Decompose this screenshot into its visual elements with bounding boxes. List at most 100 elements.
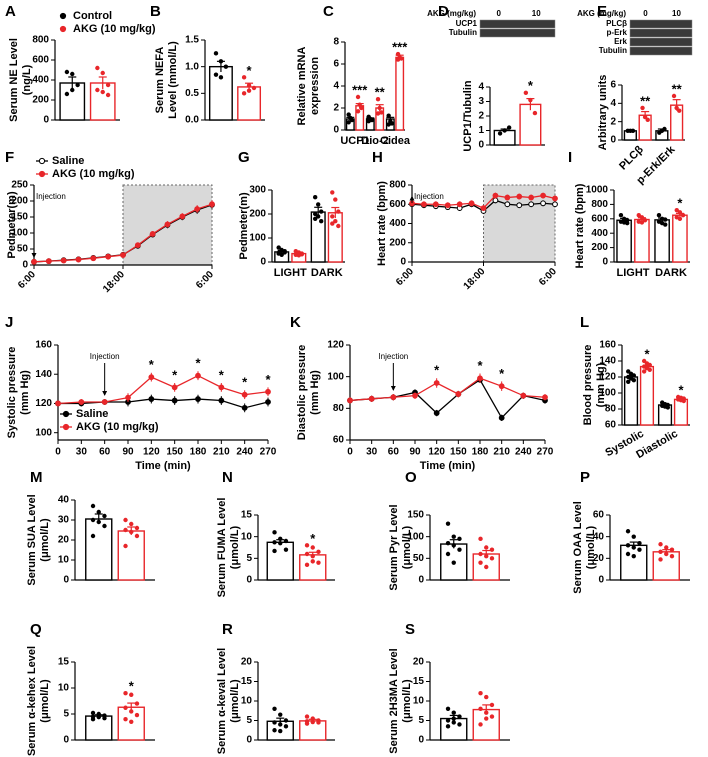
marker <box>209 201 215 208</box>
panel-letter: B <box>150 3 161 20</box>
panel-letter: N <box>222 469 233 486</box>
legend-marker <box>38 170 46 178</box>
marker <box>433 380 440 386</box>
data-point <box>213 72 219 77</box>
panel-letter: M <box>30 469 43 486</box>
marker <box>241 391 248 398</box>
data-point <box>336 209 341 214</box>
y-tick-label: 600 <box>389 199 406 210</box>
y-tick-label: 0 <box>260 257 266 268</box>
y-tick-label: 800 <box>389 180 406 191</box>
y-tick-label: 0 <box>602 257 608 268</box>
series-line <box>58 398 269 409</box>
data-point <box>310 545 315 550</box>
significance: * <box>195 356 201 371</box>
marker <box>516 202 523 209</box>
data-point <box>451 534 456 539</box>
y-tick-label: 6 <box>333 59 339 70</box>
y-axis-label: Serum Pyr Level <box>388 504 400 590</box>
data-point <box>658 549 663 555</box>
data-point <box>310 553 315 559</box>
y-tick-label: 50 <box>413 553 425 564</box>
y-tick-label: 1 <box>478 125 484 136</box>
data-point <box>528 97 533 103</box>
data-point <box>283 547 289 552</box>
y-tick-label: 200 <box>389 237 406 248</box>
y-axis-label: Diastolic pressure <box>296 345 308 440</box>
x-tick-label: 270 <box>260 447 277 458</box>
y-tick-label: 2 <box>478 111 484 122</box>
y-axis-label: Serum FUMA Level <box>216 498 228 598</box>
x-tick-label: 120 <box>428 447 445 458</box>
bar <box>117 530 145 581</box>
data-point <box>502 128 507 133</box>
marker <box>101 399 108 405</box>
marker <box>241 404 248 411</box>
blot-band <box>629 46 693 56</box>
data-point <box>129 719 134 724</box>
legend-marker <box>38 157 46 165</box>
data-point <box>70 71 75 77</box>
y-tick-label: 100 <box>407 531 424 542</box>
data-point <box>532 110 538 116</box>
y-axis-label: (μmol/L) <box>401 679 413 723</box>
legend-label: AKG (10 mg/kg) <box>73 23 156 35</box>
data-point <box>70 87 75 93</box>
data-point <box>658 542 663 547</box>
y-axis-label: Serum NE Level <box>8 38 20 122</box>
blot-band-label: UCP1 <box>456 19 478 28</box>
marker <box>134 242 141 249</box>
data-point <box>457 714 462 719</box>
y-tick-label: 10 <box>241 696 253 707</box>
marker <box>179 213 186 220</box>
data-point <box>484 553 489 559</box>
y-tick-label: 800 <box>591 199 608 210</box>
annotation: Injection <box>414 192 444 201</box>
blot-band <box>479 19 556 29</box>
marker <box>444 202 451 209</box>
data-point <box>636 213 641 218</box>
marker <box>498 383 505 390</box>
legend-label: AKG (10 mg/kg) <box>52 168 135 180</box>
significance: * <box>678 382 684 397</box>
x-tick-label: DARK <box>311 267 343 279</box>
significance: * <box>677 196 683 211</box>
marker <box>218 397 225 404</box>
y-axis-label: Heart rate (bpm) <box>376 181 388 266</box>
blot-lane: 10 <box>672 9 681 18</box>
annotation: Injection <box>90 352 120 361</box>
marker <box>368 395 375 402</box>
y-tick-label: 0 <box>22 260 28 271</box>
x-tick-label: LIGHT <box>274 267 307 279</box>
bar <box>654 219 670 263</box>
data-point <box>457 722 462 727</box>
y-tick-label: 0 <box>246 735 252 746</box>
data-point <box>375 111 381 116</box>
data-point <box>642 114 648 120</box>
data-point <box>647 362 652 368</box>
data-point <box>671 93 677 99</box>
x-tick-label: 120 <box>143 447 160 458</box>
y-tick-label: 80 <box>333 403 345 414</box>
y-tick-label: 140 <box>35 369 52 380</box>
data-point <box>445 540 451 546</box>
y-tick-label: 400 <box>389 218 406 229</box>
data-point <box>681 398 686 404</box>
marker <box>421 201 427 208</box>
data-point <box>677 216 683 221</box>
data-point <box>278 540 283 546</box>
y-axis-label: expression <box>309 57 321 115</box>
data-point <box>95 65 100 71</box>
data-point <box>223 64 229 69</box>
data-point <box>272 540 277 545</box>
y-tick-label: 0 <box>610 135 616 146</box>
data-point <box>647 367 652 372</box>
y-tick-label: 250 <box>11 180 28 191</box>
data-point <box>129 529 134 535</box>
blot-band <box>479 28 556 38</box>
data-point <box>272 706 277 711</box>
x-tick-label: 60 <box>99 447 111 458</box>
marker <box>195 372 201 379</box>
data-point <box>129 692 134 697</box>
marker <box>55 400 61 407</box>
